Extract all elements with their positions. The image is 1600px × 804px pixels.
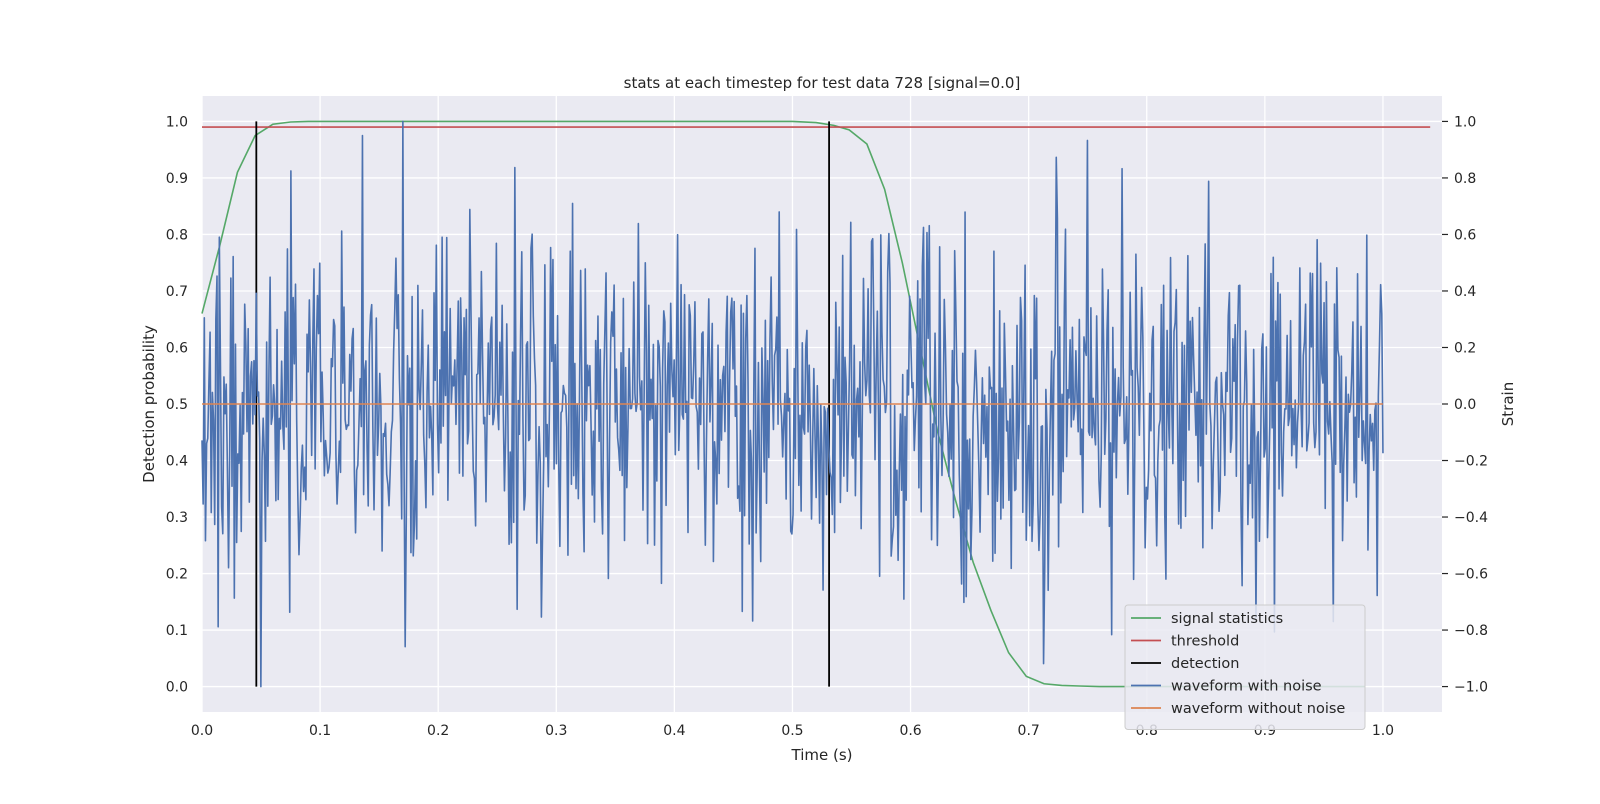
legend-label: waveform without noise <box>1171 701 1345 717</box>
x-axis-label: Time (s) <box>791 746 853 764</box>
x-tick-label: 0.0 <box>191 723 213 739</box>
series-layer <box>201 120 1431 688</box>
legend-box <box>1124 604 1366 730</box>
legend-label: waveform with noise <box>1171 679 1322 695</box>
y2-tick-label: 0.8 <box>1454 171 1476 187</box>
x-tick-label: 0.6 <box>899 723 921 739</box>
legend-label: detection <box>1171 656 1239 672</box>
y2-tick-label: 0.0 <box>1454 397 1476 413</box>
legend: signal statistics threshold detection wavef… <box>1124 604 1366 730</box>
signal-statistics-line <box>201 120 1366 688</box>
x-tick-label: 0.7 <box>1018 723 1040 739</box>
legend-label: signal statistics <box>1171 611 1283 627</box>
y-tick-label: 0.5 <box>166 397 188 413</box>
y-tick-label: 0.0 <box>166 680 188 696</box>
chart-title: stats at each timestep for test data 728… <box>624 74 1021 92</box>
y-tick-label: 0.2 <box>166 567 188 583</box>
y-tick-label: 0.9 <box>166 171 188 187</box>
legend-label: threshold <box>1171 634 1239 650</box>
y-tick-label: 0.7 <box>166 284 188 300</box>
x-tick-label: 0.4 <box>663 723 685 739</box>
y-tick-label: 0.3 <box>166 510 188 526</box>
y-tick-label: 0.4 <box>166 454 188 470</box>
y2-tick-label: 0.2 <box>1454 340 1476 356</box>
y-axis-label: Detection probability <box>140 325 158 483</box>
x-tick-label: 0.3 <box>545 723 567 739</box>
waveform-with-noise-line <box>201 120 1384 688</box>
x-tick-label: 1.0 <box>1372 723 1394 739</box>
y2-tick-label: −0.2 <box>1454 454 1488 470</box>
y-tick-label: 0.6 <box>166 340 188 356</box>
x-tick-label: 0.1 <box>309 723 331 739</box>
x-tick-label: 0.2 <box>427 723 449 739</box>
y2-tick-label: 0.6 <box>1454 227 1476 243</box>
y-tick-label: 0.1 <box>166 623 188 639</box>
y2-tick-label: −0.6 <box>1454 567 1488 583</box>
x-tick-label: 0.5 <box>781 723 803 739</box>
y-tick-label: 1.0 <box>166 114 188 130</box>
y2-tick-label: −1.0 <box>1454 680 1488 696</box>
y2-tick-label: 0.4 <box>1454 284 1476 300</box>
y-tick-label: 0.8 <box>166 227 188 243</box>
y2-tick-label: 1.0 <box>1454 114 1476 130</box>
y2-axis-label: Strain <box>1499 382 1517 426</box>
y2-tick-label: −0.4 <box>1454 510 1488 526</box>
y2-tick-label: −0.8 <box>1454 623 1488 639</box>
